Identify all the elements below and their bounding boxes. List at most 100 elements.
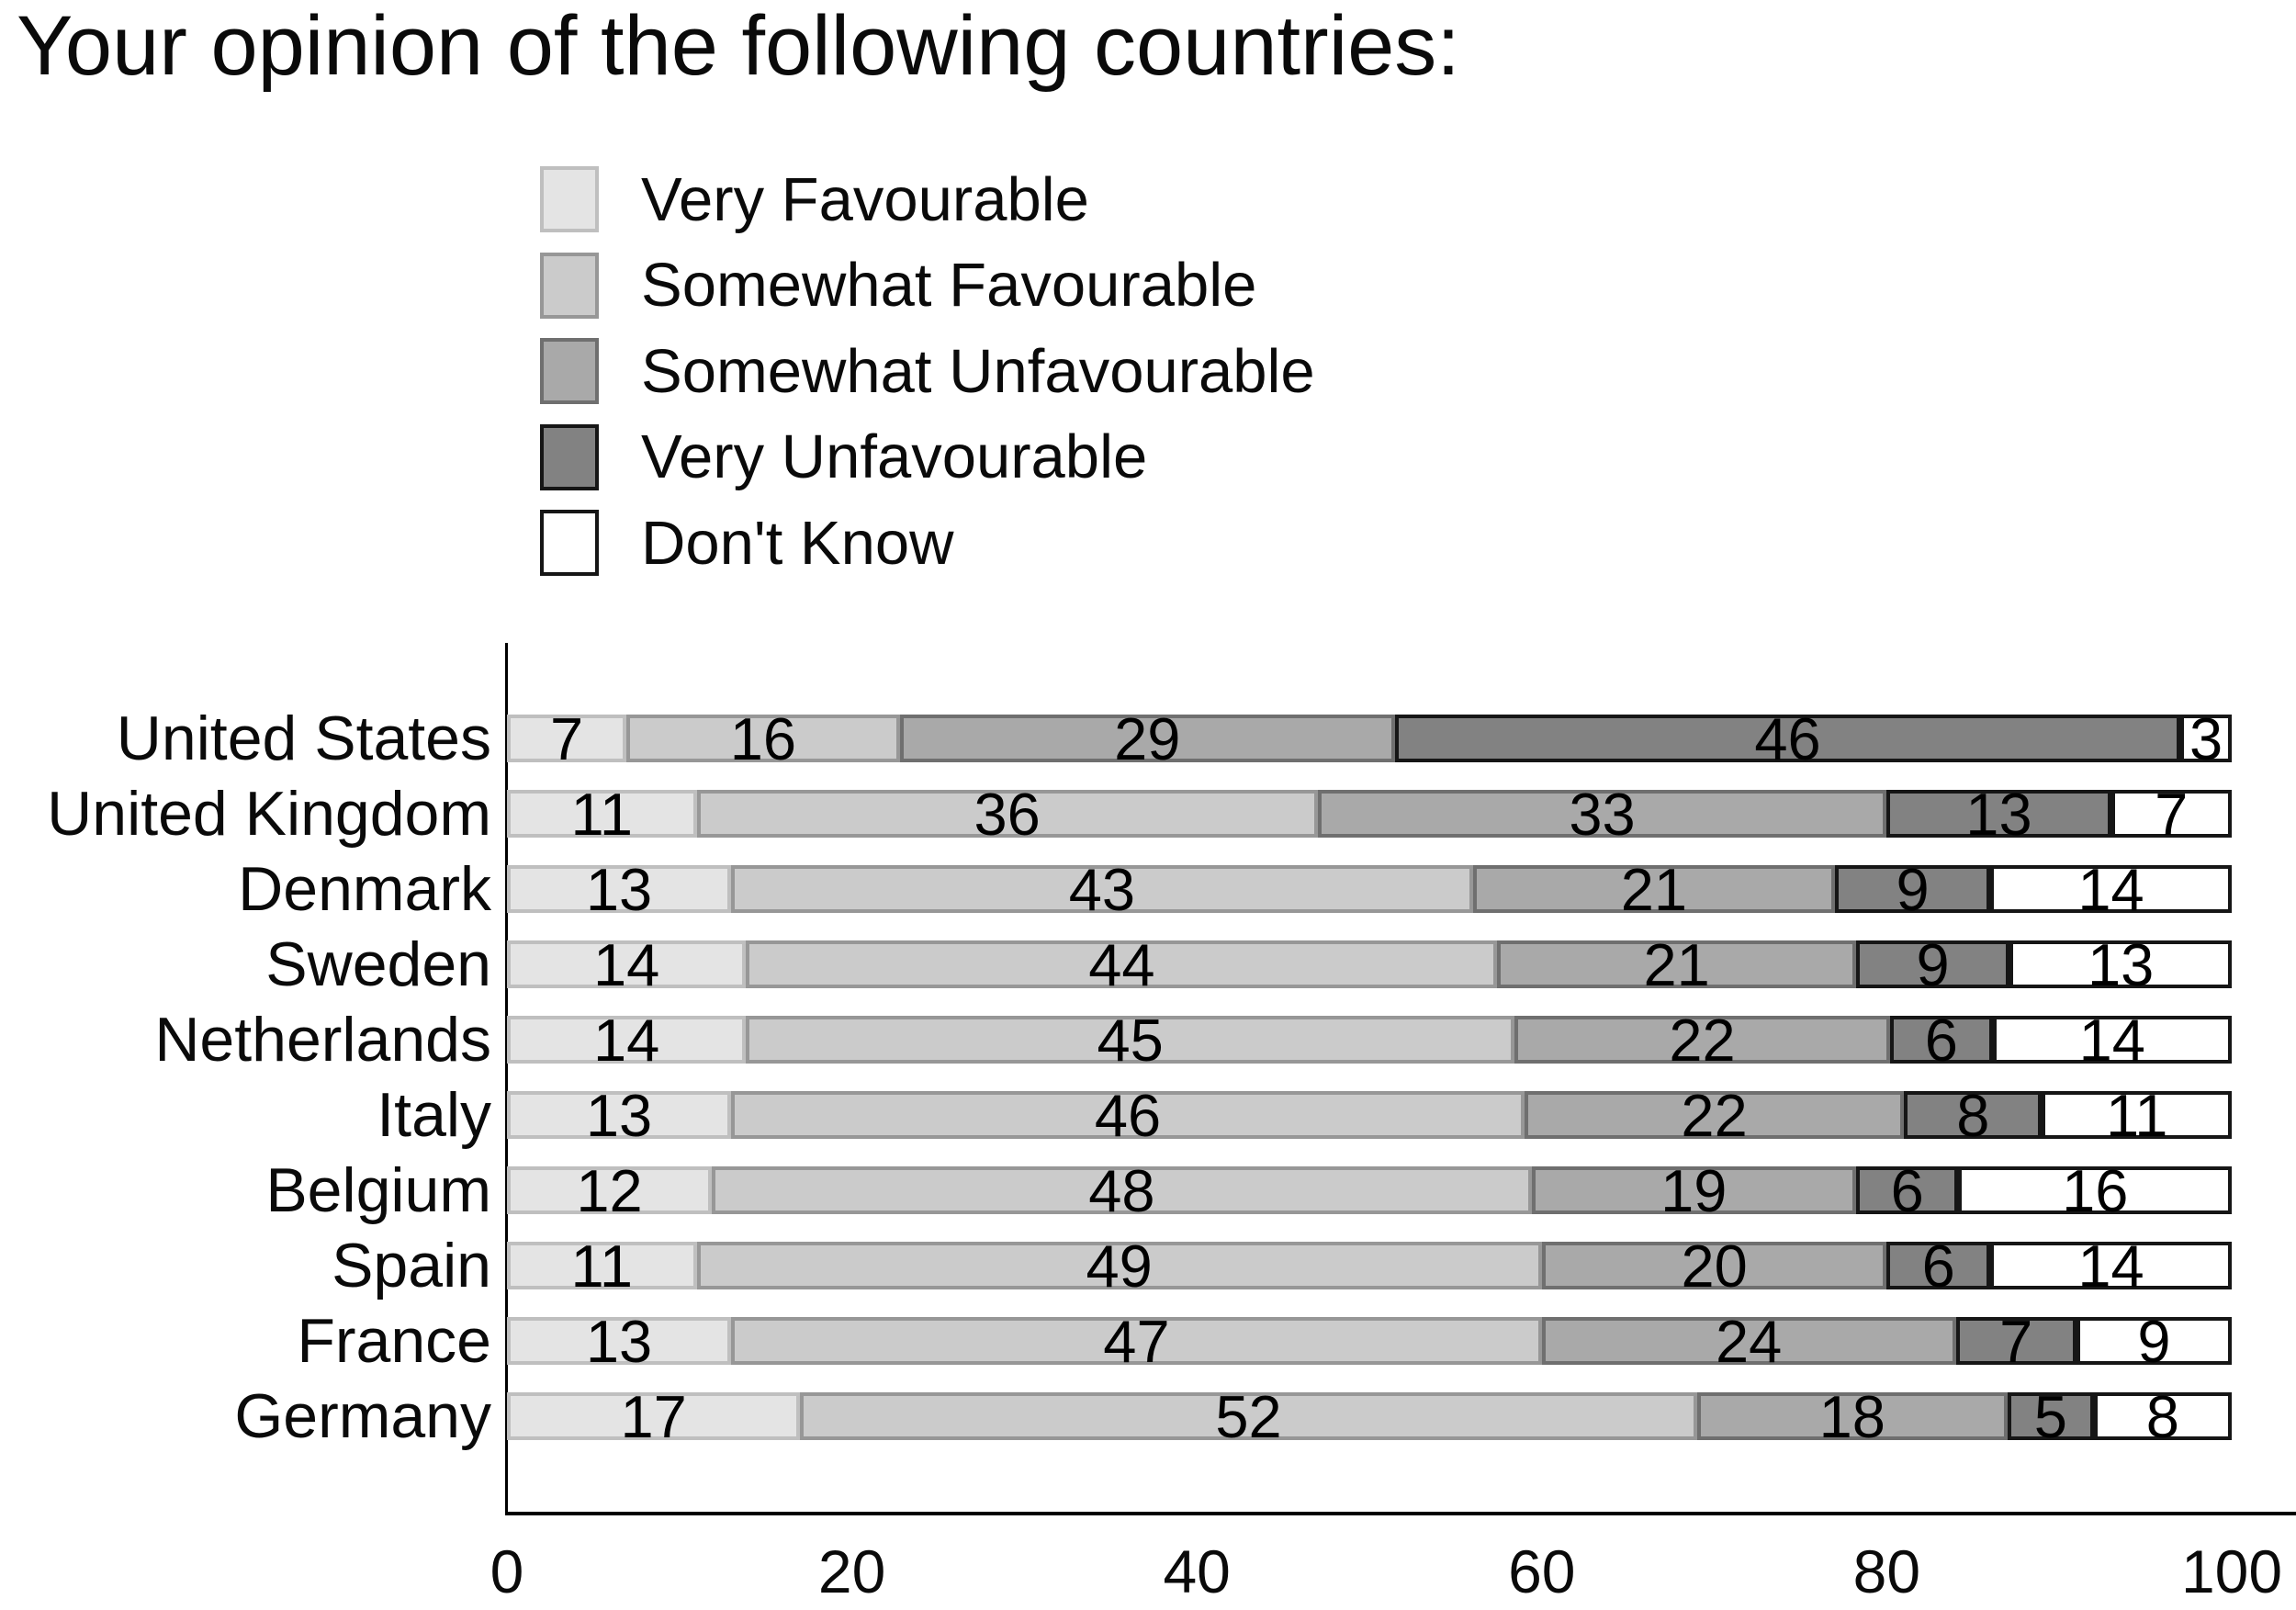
bar-value-label: 13 <box>1965 780 2032 848</box>
bar-value-label: 21 <box>1620 855 1687 923</box>
x-tick-label: 20 <box>817 1537 886 1605</box>
bar-value-label: 44 <box>1088 930 1155 998</box>
category-label: Spain <box>332 1231 491 1300</box>
bar-value-label: 11 <box>2105 1081 2168 1149</box>
bar-value-label: 11 <box>570 1232 634 1300</box>
bar-row: 13 47 24 7 9 <box>507 1312 2232 1371</box>
bar-value-label: 11 <box>570 780 634 848</box>
bar-value-label: 6 <box>1921 1232 1955 1300</box>
legend-label: Very Unfavourable <box>641 422 1148 491</box>
bar-segment: 9 <box>2076 1312 2232 1371</box>
bar-value-label: 18 <box>1818 1382 1885 1450</box>
bar-value-label: 13 <box>585 1081 653 1149</box>
bar-segment: 17 <box>507 1387 801 1447</box>
bar-segment: 13 <box>2009 935 2232 995</box>
bar-segment: 11 <box>507 784 697 844</box>
category-label: United Kingdom <box>47 779 491 849</box>
bar-segment: 29 <box>899 709 1395 769</box>
legend-label: Somewhat Favourable <box>641 251 1257 320</box>
bar-value-label: 19 <box>1660 1156 1728 1224</box>
legend-label: Very Favourable <box>641 164 1089 234</box>
bar-row: 11 49 20 6 14 <box>507 1236 2232 1296</box>
bar-segment: 13 <box>507 860 732 919</box>
bar-value-label: 46 <box>1754 704 1821 772</box>
bar-value-label: 21 <box>1643 930 1710 998</box>
bar-segment: 33 <box>1317 784 1887 844</box>
legend-label: Don't Know <box>641 508 954 578</box>
bar-value-label: 6 <box>1890 1156 1924 1224</box>
legend-item: Somewhat Unfavourable <box>540 337 1315 405</box>
bar-value-label: 8 <box>2145 1382 2179 1450</box>
bar-value-label: 3 <box>2189 704 2223 772</box>
bar-value-label: 6 <box>1924 1006 1958 1074</box>
x-tick-label: 100 <box>2180 1537 2283 1605</box>
bar-value-label: 20 <box>1681 1232 1748 1300</box>
category-label: Sweden <box>265 929 491 999</box>
bar-value-label: 33 <box>1569 780 1636 848</box>
legend-swatch-icon <box>540 166 599 232</box>
legend-swatch-icon <box>540 338 599 404</box>
bar-segment: 46 <box>1394 709 2181 769</box>
bar-value-label: 5 <box>2033 1382 2067 1450</box>
bar-segment: 9 <box>1855 935 2010 995</box>
bar-segment: 8 <box>1904 1086 2043 1145</box>
bar-value-label: 46 <box>1094 1081 1162 1149</box>
bar-segment: 44 <box>746 935 1498 995</box>
bar-segment: 22 <box>1514 1010 1891 1070</box>
category-label: United States <box>116 704 491 773</box>
bar-segment: 21 <box>1472 860 1836 919</box>
bar-segment: 9 <box>1835 860 1991 919</box>
bar-segment: 14 <box>507 935 747 995</box>
bar-row: 13 43 21 9 14 <box>507 860 2232 919</box>
legend-item: Very Favourable <box>540 165 1089 233</box>
bar-segment: 13 <box>507 1086 732 1145</box>
bar-value-label: 43 <box>1068 855 1136 923</box>
bar-segment: 16 <box>626 709 900 769</box>
bar-segment: 49 <box>696 1236 1542 1296</box>
bar-value-label: 48 <box>1088 1156 1155 1224</box>
bar-segment: 22 <box>1525 1086 1905 1145</box>
bar-value-label: 14 <box>2078 1006 2145 1074</box>
x-tick-label: 80 <box>1852 1537 1921 1605</box>
bar-segment: 3 <box>2180 709 2232 769</box>
bar-row: 11 36 33 13 7 <box>507 784 2232 844</box>
bar-segment: 8 <box>2093 1387 2232 1447</box>
bar-segment: 43 <box>731 860 1473 919</box>
bar-row: 17 52 18 5 8 <box>507 1387 2232 1447</box>
bar-value-label: 17 <box>620 1382 687 1450</box>
bar-value-label: 13 <box>585 855 653 923</box>
bar-value-label: 49 <box>1086 1232 1153 1300</box>
bar-value-label: 7 <box>550 704 584 772</box>
category-label: Belgium <box>265 1155 491 1225</box>
legend-label: Somewhat Unfavourable <box>641 336 1315 406</box>
bar-value-label: 9 <box>1896 855 1930 923</box>
bar-value-label: 13 <box>585 1307 653 1375</box>
category-label: Denmark <box>238 854 491 924</box>
bar-segment: 18 <box>1696 1387 2008 1447</box>
category-label: Germany <box>234 1381 491 1451</box>
bar-segment: 11 <box>2042 1086 2232 1145</box>
bar-segment: 6 <box>1886 1236 1991 1296</box>
bar-value-label: 22 <box>1669 1006 1736 1074</box>
bar-value-label: 14 <box>593 930 660 998</box>
bar-value-label: 24 <box>1715 1307 1783 1375</box>
bar-segment: 45 <box>746 1010 1515 1070</box>
bar-segment: 7 <box>507 709 627 769</box>
bar-segment: 7 <box>2110 784 2232 844</box>
bar-segment: 52 <box>800 1387 1697 1447</box>
bar-segment: 5 <box>2007 1387 2094 1447</box>
x-tick-label: 40 <box>1163 1537 1231 1605</box>
bar-row: 14 44 21 9 13 <box>507 935 2232 995</box>
legend-item: Don't Know <box>540 509 954 577</box>
bar-segment: 14 <box>1990 1236 2232 1296</box>
bar-value-label: 9 <box>2137 1307 2171 1375</box>
bar-value-label: 52 <box>1215 1382 1282 1450</box>
bar-value-label: 9 <box>1916 930 1950 998</box>
bar-row: 13 46 22 8 11 <box>507 1086 2232 1145</box>
bar-row: 14 45 22 6 14 <box>507 1010 2232 1070</box>
bar-segment: 13 <box>1886 784 2111 844</box>
bar-value-label: 13 <box>2087 930 2155 998</box>
chart-title: Your opinion of the following countries: <box>17 0 1460 93</box>
bar-segment: 6 <box>1890 1010 1993 1070</box>
